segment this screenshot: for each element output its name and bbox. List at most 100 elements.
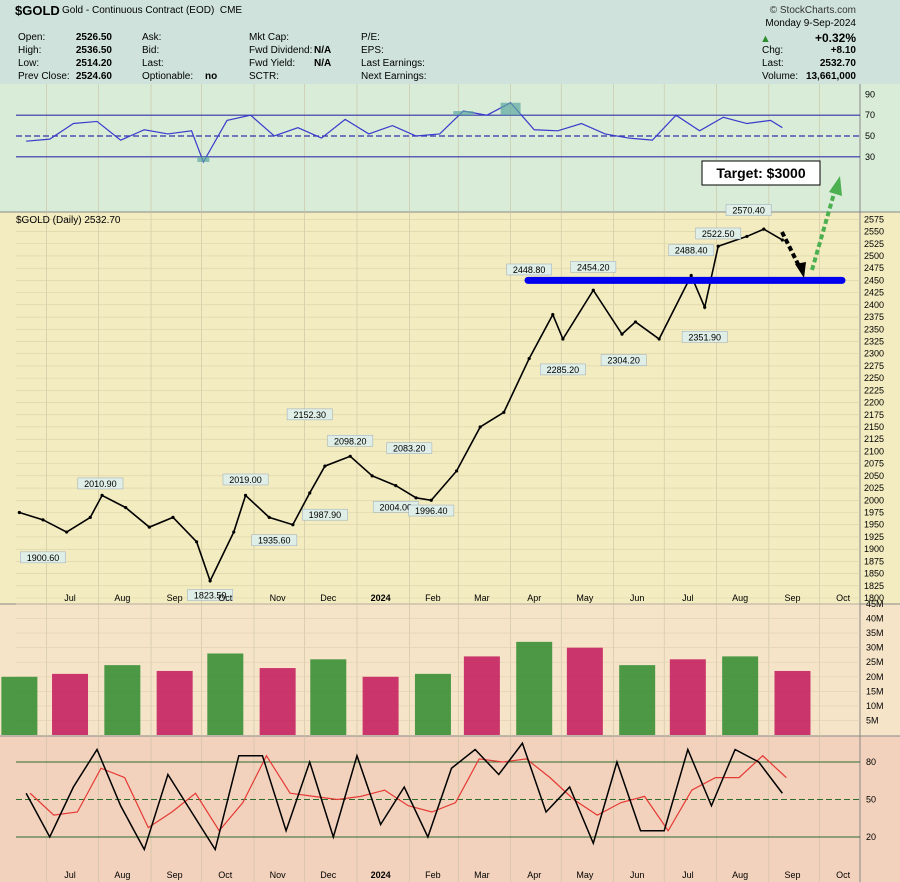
quote-date: Monday 9-Sep-2024 [765, 18, 856, 29]
price-annotation: 2351.90 [688, 332, 721, 342]
vol-tick: 45M [866, 599, 884, 609]
up-arrow-head-icon [829, 176, 842, 196]
price-panel-fill [0, 212, 900, 604]
quote-value: 2526.50 [75, 32, 112, 43]
price-tick: 1900 [864, 544, 884, 554]
price-tick: 2300 [864, 349, 884, 359]
price-panel-background [0, 212, 900, 604]
price-point [394, 484, 398, 488]
sto-x-tick: Aug [732, 870, 748, 880]
sto-x-tick: 2024 [371, 870, 391, 880]
sto-x-tick: Jul [64, 870, 76, 880]
price-tick: 2250 [864, 373, 884, 383]
price-tick: 1950 [864, 520, 884, 530]
price-annotation: 2010.90 [84, 479, 117, 489]
vol-tick: 35M [866, 628, 884, 638]
price-tick: 2550 [864, 227, 884, 237]
price-annotation: 2454.20 [577, 262, 610, 272]
price-x-tick: Jul [64, 593, 76, 603]
vol-tick: 10M [866, 701, 884, 711]
quote-value: N/A [314, 45, 332, 56]
price-annotation-box [600, 354, 647, 366]
symbol: $GOLD [15, 3, 60, 18]
price-annotation: 2285.20 [547, 365, 580, 375]
price-annotation: 1900.60 [27, 553, 60, 563]
price-x-tick: May [576, 593, 594, 603]
sto-tick: 50 [866, 795, 876, 805]
quote-value: 2524.60 [75, 71, 112, 82]
volume-bar [104, 665, 141, 735]
price-tick: 2450 [864, 275, 884, 285]
volume-bar [52, 673, 89, 735]
sto-x-tick: Feb [425, 870, 441, 880]
price-point [65, 530, 69, 534]
price-point [323, 464, 327, 468]
brand-watermark: © StockCharts.com [769, 5, 856, 16]
quote-label: Last: [142, 58, 164, 69]
stock-chart: 2010.90 1900.60 2019.00 1935.60 1823.50 2152.… [0, 84, 900, 882]
volume-bar [259, 668, 296, 735]
rsi-panel-fill [0, 84, 900, 212]
price-annotation: 1987.90 [309, 510, 342, 520]
down-projection-arrow [780, 231, 802, 269]
rsi-overbought-fill [453, 111, 474, 116]
quote-label: Next Earnings: [361, 71, 427, 82]
price-annotation: 2152.30 [293, 410, 326, 420]
price-tick: 1825 [864, 581, 884, 591]
price-tick: 2400 [864, 300, 884, 310]
price-point [703, 305, 707, 309]
chart-marks: 2010.90 1900.60 2019.00 1935.60 1823.50 2152.… [1, 101, 846, 852]
quote-label: Fwd Dividend: [249, 45, 313, 56]
price-point [124, 506, 128, 510]
price-point [195, 540, 199, 544]
rsi-tick: 90 [865, 89, 875, 99]
sto-x-tick: May [576, 870, 594, 880]
sto-tick: 20 [866, 832, 876, 842]
volume-bar [669, 659, 706, 735]
quote-label: Optionable: [142, 71, 194, 82]
quote-value: no [205, 71, 218, 82]
rsi-panel-background [0, 84, 900, 212]
axis-labels: 90 70 50 30 2575 2550 2525 2500 2475 2450 2425 2400… [64, 89, 884, 880]
price-annotation: 1823.50 [194, 591, 227, 601]
price-annotation: 2570.40 [732, 206, 765, 216]
price-annotation-box [20, 551, 66, 564]
price-point [100, 493, 104, 497]
price-tick: 2025 [864, 483, 884, 493]
price-tick: 2425 [864, 288, 884, 298]
price-point [17, 510, 21, 515]
price-annotation: 2488.40 [675, 246, 708, 256]
price-x-tick: Oct [218, 593, 233, 603]
up-projection-arrow [810, 189, 837, 271]
price-annotation: 2019.00 [229, 475, 262, 485]
quote-label: Last Earnings: [361, 58, 425, 69]
price-point [370, 474, 374, 478]
target-label-box [701, 160, 821, 186]
price-annotation-box [77, 477, 124, 490]
price-point [308, 491, 312, 495]
sto-tick: 80 [866, 757, 876, 767]
price-point [429, 498, 433, 502]
price-point [551, 313, 555, 317]
price-x-tick: Feb [425, 593, 441, 603]
volume-bar [566, 647, 603, 735]
price-annotation: 1935.60 [258, 536, 291, 546]
sto-x-tick: Oct [218, 870, 233, 880]
price-annotation-box [668, 244, 715, 256]
quote-value: N/A [314, 58, 332, 69]
grid-lines [0, 84, 900, 882]
price-tick: 2200 [864, 398, 884, 408]
quote-label: Low: [18, 58, 40, 69]
price-tick: 1800 [864, 593, 884, 603]
target-label: Target: $3000 [716, 165, 805, 181]
chg-value: +8.10 [830, 45, 856, 56]
sto-x-tick: Mar [474, 870, 490, 880]
sto-x-tick: Jul [682, 870, 694, 880]
price-tick: 2525 [864, 239, 884, 249]
price-point [414, 496, 418, 500]
sto-x-tick: Dec [320, 870, 337, 880]
price-x-tick: Jul [682, 593, 694, 603]
price-tick: 1925 [864, 532, 884, 542]
quote-value: 2514.20 [75, 58, 112, 69]
quote-label: SCTR: [249, 71, 279, 82]
